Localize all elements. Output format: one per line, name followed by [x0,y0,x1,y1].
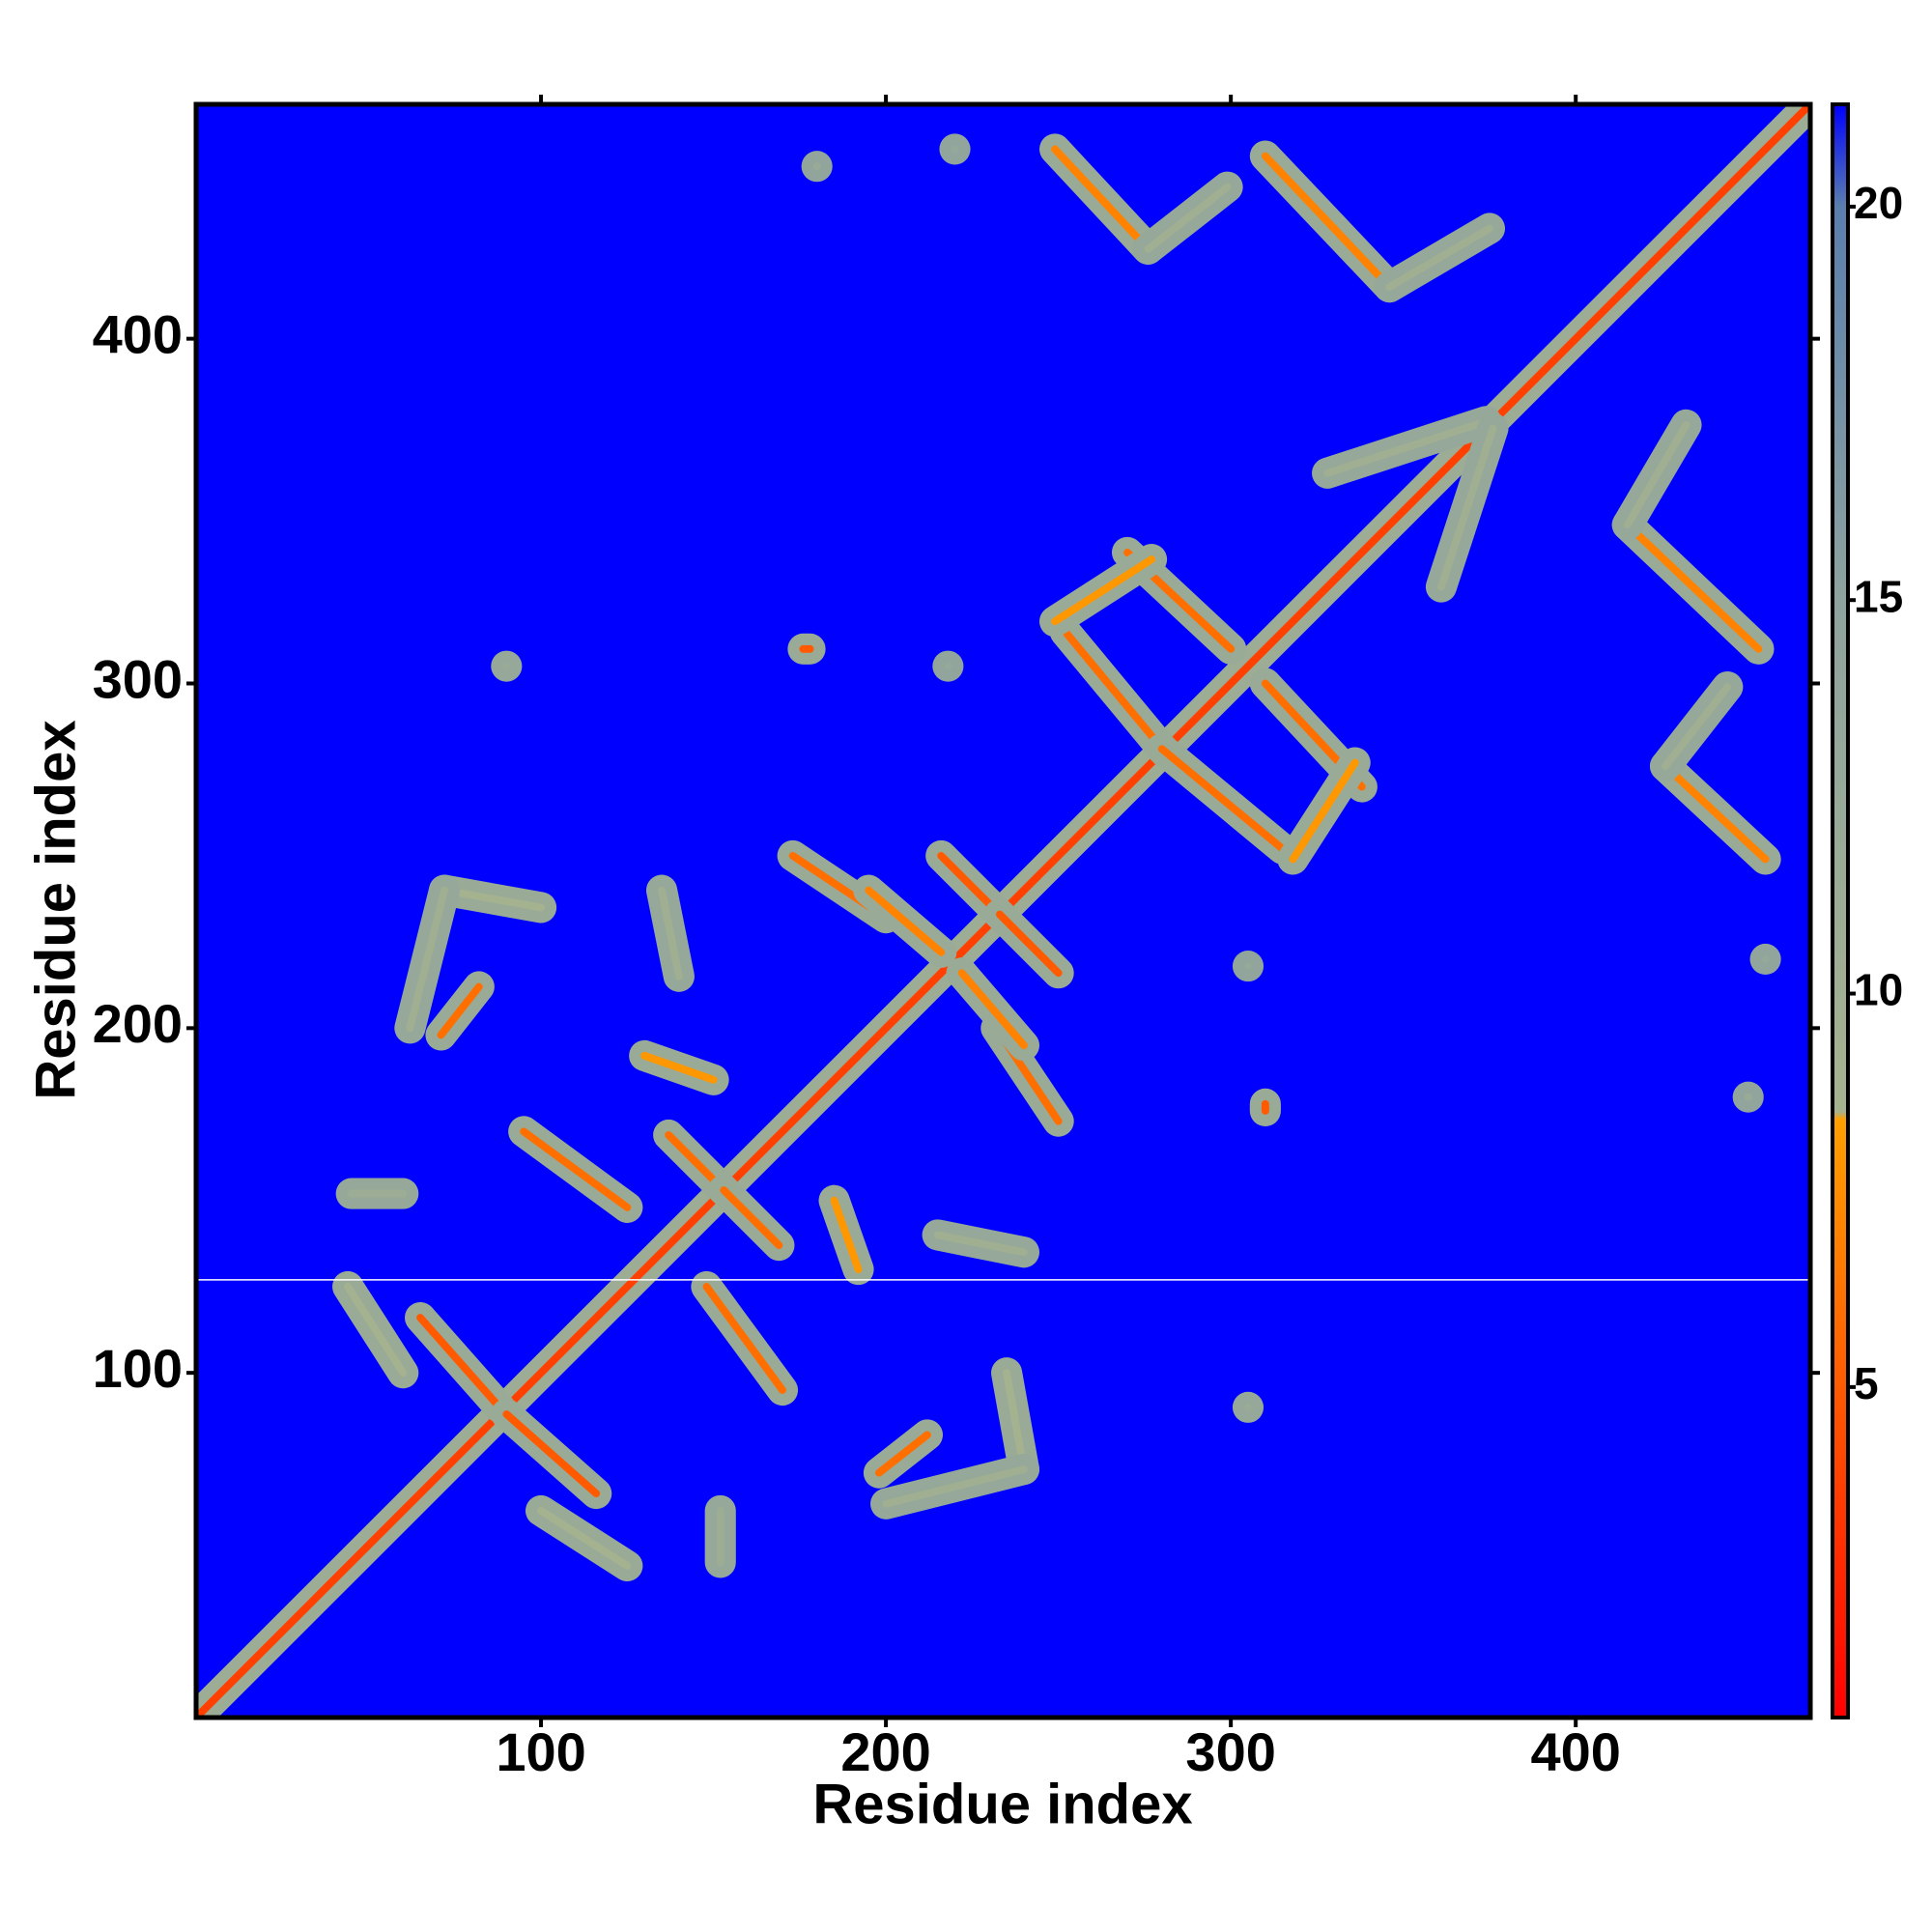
colorbar-tick-label: 10 [1854,965,1903,1015]
contact-core [1623,420,1690,529]
colorbar-tick-label: 5 [1854,1358,1879,1408]
contact-core [416,1314,504,1411]
x-tick-label: 200 [840,1721,930,1782]
contact-core [520,1127,632,1211]
plot-area [196,104,1810,1718]
contact-core [1157,745,1287,853]
contact-core [1144,183,1232,253]
x-tick-label: 100 [496,1721,585,1782]
contact-core [1662,762,1770,864]
colorbar [1831,102,1850,1719]
y-tick-label: 200 [93,993,183,1054]
y-tick-label: 400 [93,303,183,364]
contact-core [1061,628,1170,756]
x-tick-label: 300 [1185,1721,1275,1782]
contact-core [933,1231,1028,1257]
contact-core [437,982,483,1039]
contact-core [720,1186,783,1250]
contact-core [1003,1369,1028,1474]
contact-core [1662,683,1732,771]
contact-core [344,1283,408,1378]
contact-core [702,1283,786,1394]
colorbar-tick-label: 15 [1854,571,1903,621]
contact-core [440,886,545,912]
contact-core [537,1506,632,1570]
contact-core [640,1051,718,1084]
contact-core [865,886,946,956]
contact-core [1437,424,1497,591]
contact-core [1051,145,1152,253]
y-tick-label: 300 [93,648,183,709]
y-axis-label: Residue index [24,720,87,1099]
contact-core [1323,417,1491,477]
y-tick-label: 100 [93,1338,183,1399]
colorbar-tick-label: 20 [1854,178,1903,228]
contact-core [882,1465,1028,1508]
contact-core [1385,224,1493,292]
plot-frame [193,101,1813,1720]
contact-core [996,910,1063,978]
contact-core [658,886,683,980]
contact-core [957,969,1028,1050]
contact-core [1623,521,1763,653]
contact-core [875,1431,931,1477]
contact-core [406,886,449,1033]
contact-core [830,1196,863,1274]
contact-core [1261,152,1394,292]
x-tick-label: 400 [1530,1721,1620,1782]
x-axis-label: Residue index [812,1773,1192,1835]
contact-core [502,1410,601,1497]
contact-core [1051,555,1155,626]
contact-core [1289,758,1359,864]
